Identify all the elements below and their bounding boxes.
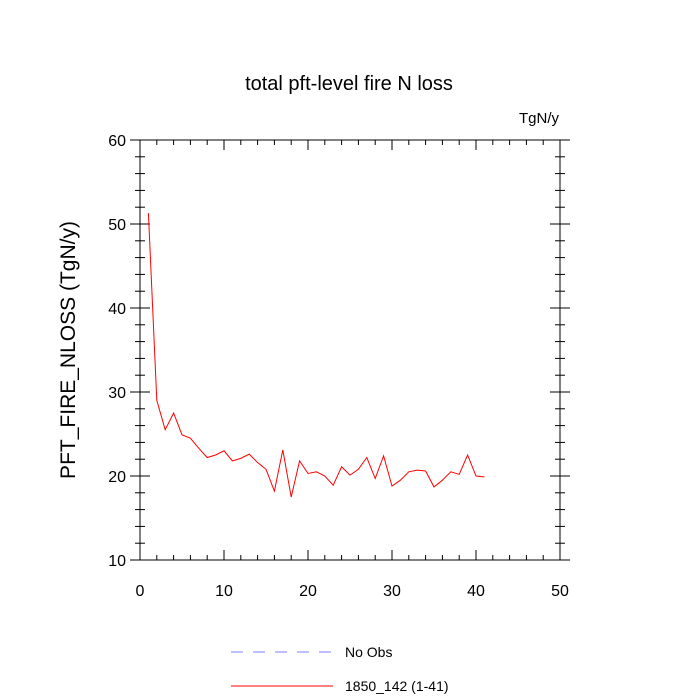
- y-axis-label: PFT_FIRE_NLOSS (TgN/y): [57, 221, 80, 479]
- y-axis-ticks: [130, 139, 570, 561]
- legend-label: No Obs: [345, 644, 392, 660]
- x-axis-ticks: [139, 140, 561, 560]
- x-tick-label: 10: [215, 583, 233, 600]
- series-group: [147, 213, 485, 498]
- chart-title: total pft-level fire N loss: [245, 73, 453, 95]
- y-tick-label: 50: [108, 217, 126, 234]
- y-tick-label: 40: [108, 301, 126, 318]
- y-tick-label: 10: [108, 553, 126, 570]
- x-tick-label: 20: [299, 583, 317, 600]
- x-tick-label: 30: [383, 583, 401, 600]
- legend-label: 1850_142 (1-41): [345, 678, 449, 694]
- x-tick-label: 0: [136, 583, 145, 600]
- legend: No Obs 1850_142 (1-41): [231, 644, 449, 694]
- x-tick-label: 40: [467, 583, 485, 600]
- units-label: TgN/y: [519, 110, 560, 127]
- y-tick-label: 60: [108, 133, 126, 150]
- x-tick-label: 50: [551, 583, 569, 600]
- y-tick-label: 30: [108, 385, 126, 402]
- plot-frame: [139, 139, 561, 561]
- y-tick-label: 20: [108, 469, 126, 486]
- series-line: [147, 213, 485, 498]
- x-axis-tick-labels: 0 10 20 30 40 50: [136, 583, 569, 600]
- y-axis-tick-labels: 10 20 30 40 50 60: [108, 133, 126, 570]
